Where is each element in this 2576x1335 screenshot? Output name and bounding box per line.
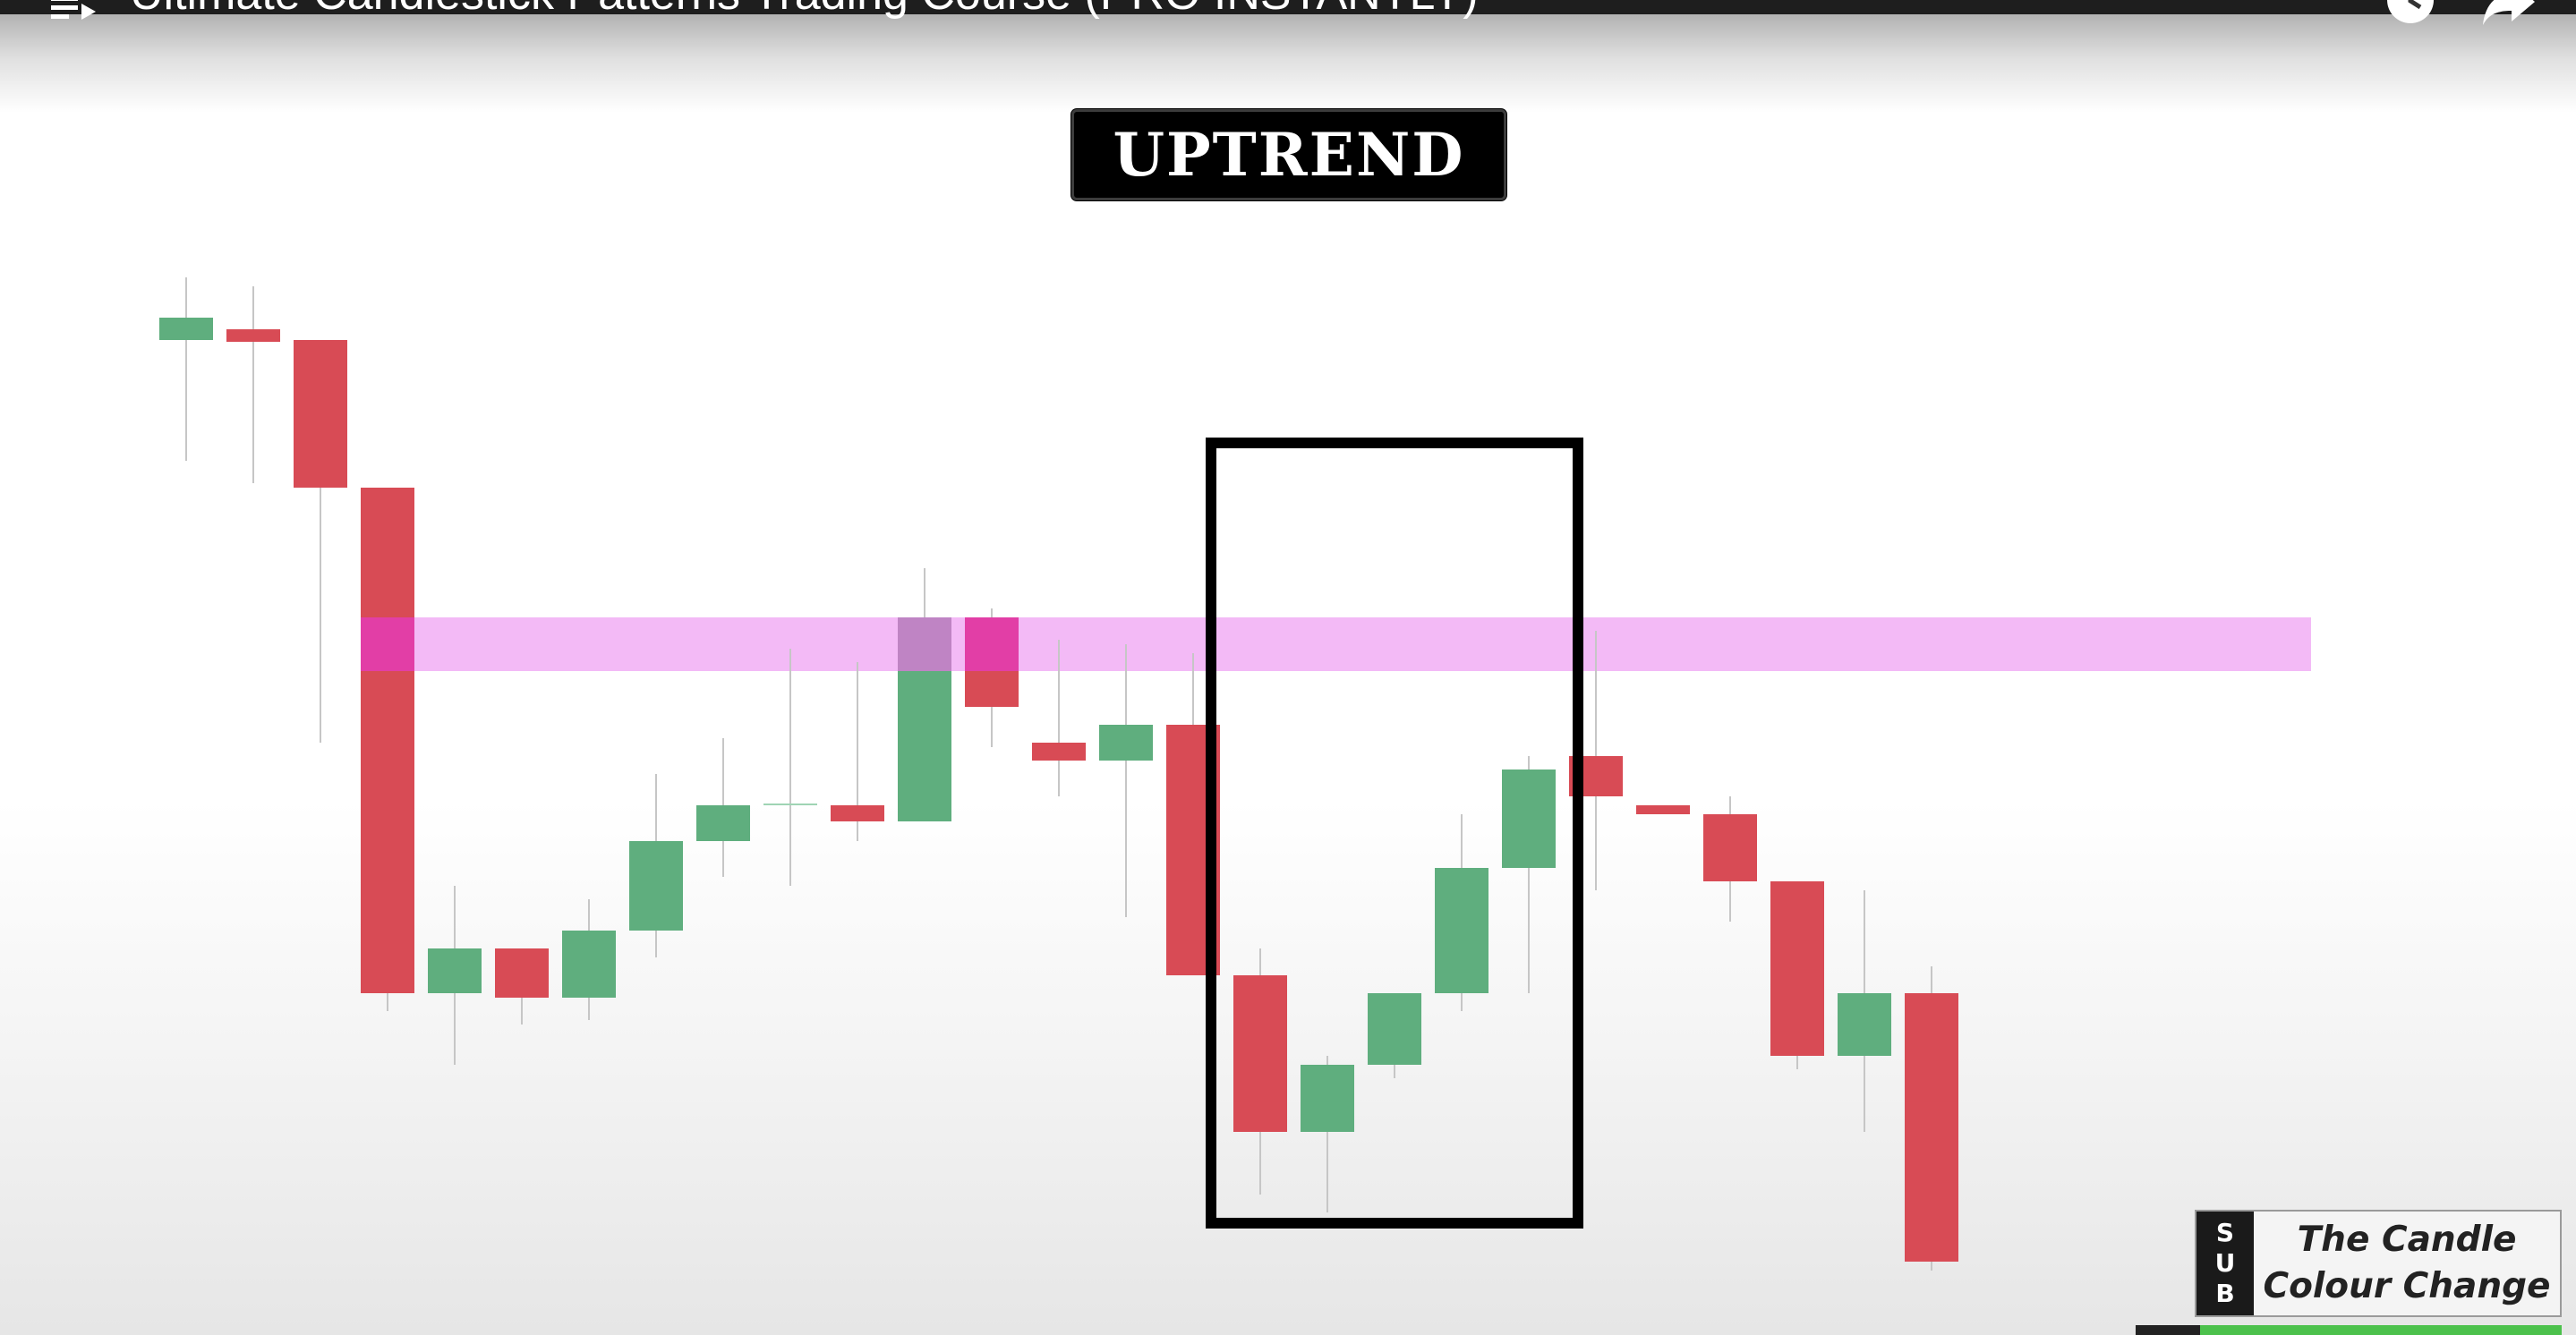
candle-6-bearish	[495, 948, 549, 1025]
candle-body	[361, 488, 414, 993]
watch-later-icon[interactable]	[2381, 0, 2440, 27]
candle-body	[1770, 881, 1824, 1056]
badge-line-2: Colour Change	[2263, 1266, 2551, 1306]
candle-7-bullish	[562, 899, 616, 1020]
candle-20-bullish	[1435, 814, 1488, 1011]
candle-21-bullish	[1502, 756, 1556, 993]
badge-progress-bar	[2136, 1325, 2562, 1335]
candle-23-bearish	[1636, 805, 1690, 814]
candle-18-bullish	[1301, 1056, 1354, 1212]
badge-progress-fill	[2200, 1325, 2562, 1335]
candle-body	[1435, 868, 1488, 993]
candle-body	[629, 841, 683, 931]
candle-body	[428, 948, 482, 993]
candle-body	[831, 805, 884, 821]
candle-15-bullish	[1099, 644, 1153, 917]
candle-body	[1838, 993, 1891, 1056]
sub-letter-b: B	[2215, 1279, 2235, 1308]
candle-body	[562, 931, 616, 998]
candle-24-bearish	[1703, 796, 1757, 922]
share-icon[interactable]	[2479, 0, 2538, 29]
candle-14-bearish	[1032, 640, 1086, 796]
sub-letter-u: U	[2214, 1248, 2236, 1278]
candle-27-bearish	[1905, 966, 1958, 1271]
candle-body	[226, 329, 280, 342]
sub-letter-s: S	[2215, 1218, 2235, 1247]
badge-text: The Candle Colour Change	[2254, 1212, 2560, 1315]
badge-line-1: The Candle	[2297, 1220, 2517, 1260]
candle-body	[1301, 1065, 1354, 1132]
candle-26-bullish	[1838, 890, 1891, 1132]
candle-body	[1703, 814, 1757, 881]
candle-zone-overlap	[361, 617, 414, 671]
video-title[interactable]: Ultimate Candlestick Patterns Trading Co…	[130, 0, 1479, 17]
candle-body	[159, 318, 213, 340]
candle-zone-overlap	[965, 617, 1019, 671]
resistance-zone	[385, 617, 2311, 671]
candle-11-bearish	[831, 662, 884, 841]
candle-1-bullish	[159, 277, 213, 461]
candle-body	[1368, 993, 1421, 1065]
uptrend-label-text: UPTREND	[1113, 120, 1465, 190]
candle-body	[696, 805, 750, 841]
candle-8-bullish	[629, 774, 683, 957]
sub-strip: S U B	[2196, 1212, 2254, 1315]
candle-body	[763, 804, 817, 805]
candle-10-bullish	[763, 649, 817, 886]
candle-body	[1233, 975, 1287, 1132]
candle-13-bearish	[965, 608, 1019, 747]
candle-5-bullish	[428, 886, 482, 1065]
candle-25-bearish	[1770, 881, 1824, 1069]
candle-2-bearish	[226, 286, 280, 483]
subscribe-badge[interactable]: S U B The Candle Colour Change	[2195, 1210, 2562, 1317]
playlist-icon[interactable]	[49, 0, 99, 29]
video-top-bar	[0, 0, 2576, 14]
candle-body	[1099, 725, 1153, 761]
uptrend-highlight-box	[1206, 438, 1583, 1229]
candle-3-bearish	[294, 340, 347, 743]
candle-9-bullish	[696, 738, 750, 877]
candle-body	[1502, 770, 1556, 868]
candles	[159, 277, 1958, 1271]
uptrend-label: UPTREND	[1071, 109, 1506, 200]
candle-body	[1636, 805, 1690, 814]
candle-19-bullish	[1368, 993, 1421, 1078]
candle-zone-overlap	[898, 617, 951, 671]
candle-body	[294, 340, 347, 488]
candle-4-bearish	[361, 488, 414, 1011]
candle-body	[495, 948, 549, 998]
candle-body	[1032, 743, 1086, 761]
candle-12-bullish	[898, 568, 951, 821]
candle-17-bearish	[1233, 948, 1287, 1195]
candle-body	[1905, 993, 1958, 1262]
